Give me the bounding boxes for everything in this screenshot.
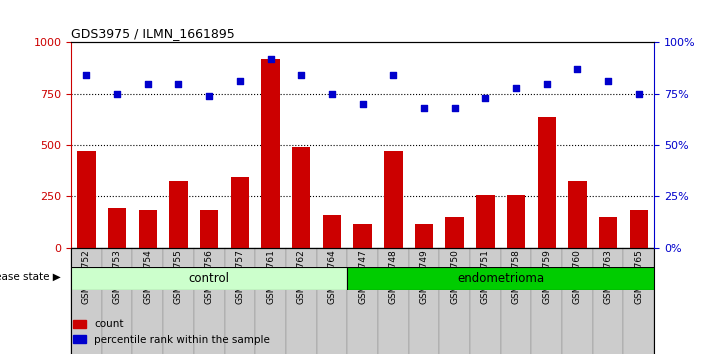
Point [449, 105, 460, 111]
Bar [439, 248, 470, 354]
Bar [415, 224, 433, 248]
Point [81, 73, 92, 78]
Bar [378, 248, 409, 354]
Bar [507, 195, 525, 248]
Bar [446, 217, 464, 248]
Bar [139, 210, 157, 248]
Point [203, 93, 215, 99]
Bar [230, 177, 249, 248]
Point [510, 85, 522, 91]
Bar [71, 267, 347, 290]
Bar [629, 210, 648, 248]
Point [265, 56, 277, 62]
Point [387, 73, 399, 78]
Bar [476, 195, 495, 248]
Point [602, 79, 614, 84]
Bar [624, 248, 654, 354]
Bar [262, 59, 279, 248]
Text: endometrioma: endometrioma [457, 272, 544, 285]
Bar [316, 248, 347, 354]
Bar [538, 118, 556, 248]
Bar [501, 248, 531, 354]
Bar [593, 248, 624, 354]
Bar [108, 208, 127, 248]
Bar [568, 181, 587, 248]
Bar [225, 248, 255, 354]
Point [142, 81, 154, 86]
Legend: count, percentile rank within the sample: count, percentile rank within the sample [69, 315, 274, 349]
Bar [255, 248, 286, 354]
Point [326, 91, 338, 97]
Point [296, 73, 307, 78]
Bar [286, 248, 316, 354]
Point [541, 81, 552, 86]
Bar [292, 147, 311, 248]
Bar [169, 181, 188, 248]
Bar [409, 248, 439, 354]
Bar [531, 248, 562, 354]
Text: disease state ▶: disease state ▶ [0, 272, 60, 282]
Bar [200, 210, 218, 248]
Bar [194, 248, 225, 354]
Point [112, 91, 123, 97]
Bar [347, 248, 378, 354]
Bar [470, 248, 501, 354]
Bar [163, 248, 194, 354]
Point [480, 95, 491, 101]
Bar [323, 215, 341, 248]
Bar [562, 248, 593, 354]
Text: GDS3975 / ILMN_1661895: GDS3975 / ILMN_1661895 [71, 27, 235, 40]
Point [418, 105, 429, 111]
Point [173, 81, 184, 86]
Point [572, 66, 583, 72]
Bar [384, 151, 402, 248]
Point [357, 101, 368, 107]
Bar [347, 267, 654, 290]
Bar [71, 248, 102, 354]
Bar [102, 248, 132, 354]
Point [633, 91, 644, 97]
Bar [71, 248, 654, 354]
Text: control: control [188, 272, 230, 285]
Bar [353, 224, 372, 248]
Bar [599, 217, 617, 248]
Point [234, 79, 245, 84]
Bar [132, 248, 163, 354]
Bar [77, 151, 96, 248]
